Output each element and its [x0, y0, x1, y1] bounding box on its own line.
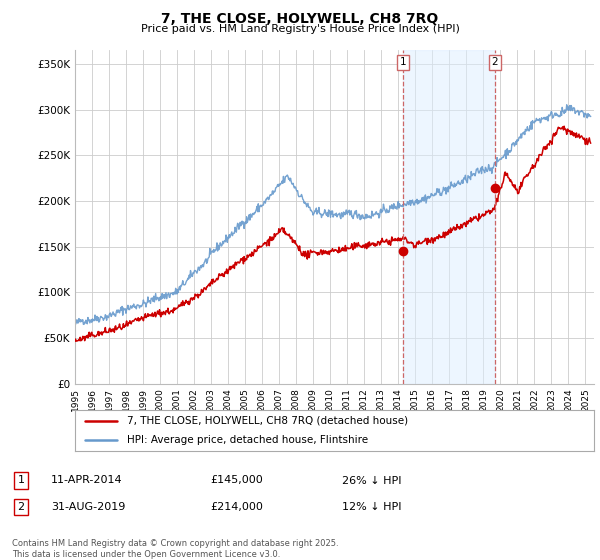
Text: 1: 1 [17, 475, 25, 486]
Text: Price paid vs. HM Land Registry's House Price Index (HPI): Price paid vs. HM Land Registry's House … [140, 24, 460, 34]
Text: 7, THE CLOSE, HOLYWELL, CH8 7RQ: 7, THE CLOSE, HOLYWELL, CH8 7RQ [161, 12, 439, 26]
Text: 11-APR-2014: 11-APR-2014 [51, 475, 122, 486]
Text: 26% ↓ HPI: 26% ↓ HPI [342, 475, 401, 486]
Text: £145,000: £145,000 [210, 475, 263, 486]
Text: £214,000: £214,000 [210, 502, 263, 512]
Text: 7, THE CLOSE, HOLYWELL, CH8 7RQ (detached house): 7, THE CLOSE, HOLYWELL, CH8 7RQ (detache… [127, 416, 408, 426]
Text: HPI: Average price, detached house, Flintshire: HPI: Average price, detached house, Flin… [127, 435, 368, 445]
Text: 12% ↓ HPI: 12% ↓ HPI [342, 502, 401, 512]
Text: 2: 2 [491, 57, 498, 67]
Text: 1: 1 [400, 57, 406, 67]
Text: 2: 2 [17, 502, 25, 512]
Text: Contains HM Land Registry data © Crown copyright and database right 2025.
This d: Contains HM Land Registry data © Crown c… [12, 539, 338, 559]
Text: 31-AUG-2019: 31-AUG-2019 [51, 502, 125, 512]
Bar [403, 50, 494, 384]
